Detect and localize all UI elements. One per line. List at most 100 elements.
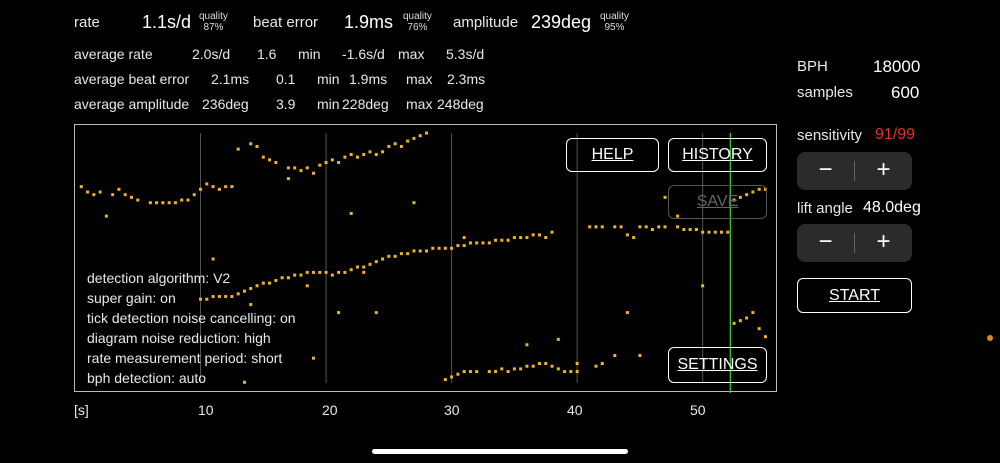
data-point bbox=[512, 367, 516, 371]
data-point bbox=[494, 370, 498, 374]
data-point bbox=[211, 295, 215, 299]
settings-button[interactable]: SETTINGS bbox=[668, 347, 767, 383]
data-point bbox=[625, 233, 629, 237]
data-point bbox=[569, 370, 573, 374]
average-beat-min-label: min bbox=[317, 71, 340, 87]
data-point bbox=[638, 225, 642, 229]
data-point bbox=[537, 362, 541, 366]
data-point bbox=[268, 281, 272, 285]
data-point bbox=[293, 166, 297, 170]
data-point bbox=[249, 142, 253, 146]
data-point bbox=[418, 249, 422, 253]
data-point bbox=[519, 367, 523, 371]
data-point bbox=[217, 187, 221, 191]
data-point bbox=[594, 225, 598, 229]
data-point bbox=[236, 147, 240, 151]
data-point bbox=[751, 311, 755, 315]
data-point bbox=[412, 201, 416, 205]
data-point bbox=[368, 262, 372, 266]
data-point bbox=[312, 270, 316, 274]
data-point bbox=[563, 370, 567, 374]
average-rate-max: 5.3s/d bbox=[446, 46, 485, 62]
lift-angle-decrease-button[interactable]: − bbox=[818, 228, 833, 255]
data-point bbox=[242, 380, 246, 384]
chart-canvas bbox=[79, 131, 767, 393]
data-point bbox=[475, 241, 479, 245]
data-point bbox=[155, 201, 159, 205]
lift-angle-stepper: − + bbox=[797, 224, 912, 262]
home-indicator[interactable] bbox=[372, 449, 628, 454]
settings-summary: detection algorithm: V2 super gain: on t… bbox=[87, 268, 296, 388]
data-point bbox=[745, 193, 749, 197]
lift-angle-label: lift angle bbox=[797, 200, 853, 217]
data-point bbox=[575, 362, 579, 366]
data-point bbox=[349, 211, 353, 215]
data-point bbox=[475, 370, 479, 374]
data-point bbox=[443, 378, 447, 382]
data-point bbox=[286, 276, 290, 280]
data-point bbox=[462, 236, 466, 240]
data-point bbox=[381, 150, 385, 154]
amplitude-quality: quality 95% bbox=[600, 11, 629, 33]
data-point bbox=[123, 193, 127, 197]
start-button[interactable]: START bbox=[797, 278, 912, 313]
data-point bbox=[751, 190, 755, 194]
x-tick-label: 20 bbox=[322, 402, 338, 418]
save-button[interactable]: SAVE bbox=[668, 185, 767, 219]
data-point bbox=[600, 225, 604, 229]
data-point bbox=[217, 295, 221, 299]
lift-angle-increase-button[interactable]: + bbox=[876, 228, 891, 255]
data-point bbox=[205, 297, 209, 301]
data-point bbox=[355, 155, 359, 159]
data-point bbox=[506, 370, 510, 374]
data-point bbox=[487, 370, 491, 374]
data-point bbox=[556, 367, 560, 371]
help-button[interactable]: HELP bbox=[566, 138, 659, 172]
amplitude-value: 239deg bbox=[531, 12, 592, 32]
data-point bbox=[431, 246, 435, 250]
data-point bbox=[261, 155, 265, 159]
data-point bbox=[205, 182, 209, 186]
data-point bbox=[494, 238, 498, 242]
data-point bbox=[324, 270, 328, 274]
data-point bbox=[318, 163, 322, 167]
data-point bbox=[707, 230, 711, 234]
data-point bbox=[713, 230, 717, 234]
data-point bbox=[362, 152, 366, 156]
sensitivity-label: sensitivity bbox=[797, 127, 863, 144]
data-point bbox=[180, 198, 184, 202]
beat-error-label: beat error bbox=[253, 14, 319, 31]
data-point bbox=[425, 249, 428, 253]
data-point bbox=[418, 134, 422, 138]
data-point bbox=[224, 185, 228, 189]
data-point bbox=[757, 187, 761, 191]
sensitivity-increase-button[interactable]: + bbox=[876, 156, 891, 183]
x-tick-label: 10 bbox=[198, 402, 214, 418]
history-button[interactable]: HISTORY bbox=[668, 138, 767, 172]
sensitivity-decrease-button[interactable]: − bbox=[818, 156, 833, 183]
x-tick-label: 40 bbox=[567, 402, 583, 418]
samples-label: samples bbox=[797, 84, 853, 101]
data-point bbox=[594, 364, 598, 368]
average-amp-label: average amplitude bbox=[74, 96, 190, 112]
data-point bbox=[613, 353, 617, 357]
data-point bbox=[230, 295, 234, 299]
data-point bbox=[129, 195, 133, 199]
data-point bbox=[280, 276, 284, 280]
data-point bbox=[531, 233, 535, 237]
data-point bbox=[337, 161, 341, 165]
data-point bbox=[230, 185, 234, 189]
average-beat-max-label: max bbox=[406, 71, 433, 87]
data-point bbox=[519, 236, 523, 240]
data-point bbox=[632, 236, 636, 240]
data-point bbox=[167, 201, 171, 205]
data-point bbox=[312, 356, 316, 360]
data-point bbox=[694, 228, 698, 232]
data-point bbox=[450, 375, 454, 379]
sensitivity-stepper: − + bbox=[797, 152, 912, 190]
data-point bbox=[600, 362, 604, 366]
beat-error-value: 1.9ms bbox=[344, 12, 394, 32]
stepper-divider bbox=[854, 161, 855, 181]
data-point bbox=[399, 252, 403, 256]
data-point bbox=[657, 225, 661, 229]
